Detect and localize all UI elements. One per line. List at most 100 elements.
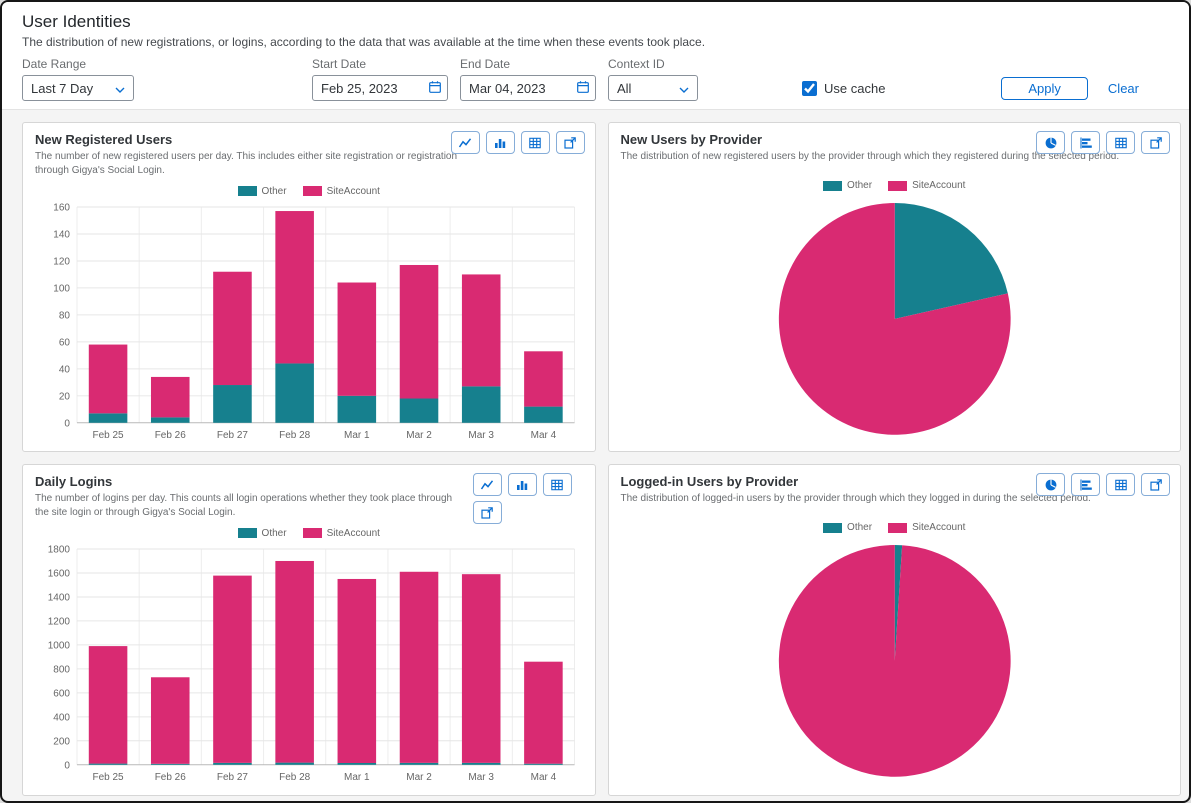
panel-toolbar — [1036, 473, 1170, 496]
svg-text:1600: 1600 — [48, 568, 71, 579]
end-date-input[interactable] — [469, 77, 591, 99]
svg-text:160: 160 — [53, 202, 70, 213]
svg-text:1800: 1800 — [48, 544, 71, 555]
svg-text:Mar 4: Mar 4 — [531, 430, 557, 441]
svg-text:Feb 25: Feb 25 — [93, 772, 125, 783]
svg-text:800: 800 — [53, 664, 70, 675]
filter-actions: Apply Clear — [1001, 75, 1139, 101]
calendar-icon[interactable] — [576, 80, 590, 94]
export-icon[interactable] — [1141, 131, 1170, 154]
context-id-label: Context ID — [608, 57, 665, 71]
filter-bar: Date Range Last 7 Day Start Date — [22, 57, 1169, 101]
context-id-select[interactable]: All — [608, 75, 698, 101]
svg-text:200: 200 — [53, 736, 70, 747]
svg-text:0: 0 — [64, 418, 70, 429]
svg-text:Mar 3: Mar 3 — [468, 430, 494, 441]
date-range-select[interactable]: Last 7 Day — [22, 75, 134, 101]
svg-text:140: 140 — [53, 229, 70, 240]
table-view-button[interactable] — [520, 131, 550, 154]
svg-text:600: 600 — [53, 688, 70, 699]
legend-item-siteaccount[interactable]: SiteAccount — [302, 528, 380, 539]
legend-item-other[interactable]: Other — [237, 527, 287, 539]
panel-title: New Users by Provider — [620, 132, 763, 147]
svg-text:Mar 3: Mar 3 — [468, 772, 494, 783]
table-view-button[interactable] — [542, 473, 572, 496]
legend-label: Other — [261, 527, 287, 539]
legend-swatch — [888, 522, 908, 533]
svg-text:120: 120 — [53, 256, 70, 267]
chart-legend: Other SiteAccount — [609, 522, 1181, 534]
chevron-down-icon — [679, 81, 689, 96]
panel-title: Daily Logins — [35, 474, 113, 489]
svg-text:400: 400 — [53, 712, 70, 723]
use-cache-label: Use cache — [824, 80, 886, 96]
legend-swatch — [237, 528, 257, 538]
legend-label: SiteAccount — [912, 180, 966, 191]
svg-text:Feb 26: Feb 26 — [155, 430, 187, 441]
svg-text:80: 80 — [59, 310, 71, 321]
svg-text:Mar 2: Mar 2 — [406, 430, 432, 441]
panel-toolbar — [1036, 131, 1170, 154]
start-date-input[interactable] — [321, 77, 443, 99]
apply-button[interactable]: Apply — [1001, 76, 1088, 100]
date-range-filter: Date Range Last 7 Day — [22, 57, 134, 101]
svg-text:Mar 4: Mar 4 — [531, 772, 557, 783]
table-view-button[interactable] — [1106, 473, 1135, 496]
svg-text:1000: 1000 — [48, 640, 71, 651]
pie-chart-view-button[interactable] — [1036, 131, 1065, 154]
svg-text:20: 20 — [59, 391, 71, 402]
legend-label: Other — [261, 185, 287, 197]
table-view-button[interactable] — [1106, 131, 1135, 154]
horizontal-bar-chart-view-button[interactable] — [1071, 473, 1100, 496]
bar-chart-view-button[interactable] — [485, 131, 515, 154]
logged-in-users-by-provider-chart — [609, 536, 1181, 784]
legend-label: SiteAccount — [326, 185, 380, 197]
legend-item-other[interactable]: Other — [823, 522, 872, 533]
calendar-icon[interactable] — [428, 80, 442, 94]
svg-text:1200: 1200 — [48, 616, 71, 627]
use-cache-checkbox[interactable] — [802, 80, 817, 96]
legend-swatch — [888, 180, 908, 191]
panel-new-users-by-provider: New Users by Provider The distribution o… — [607, 122, 1181, 452]
svg-text:Feb 25: Feb 25 — [93, 430, 125, 441]
chart-legend: Other SiteAccount — [609, 180, 1181, 192]
end-date-filter: End Date — [460, 57, 596, 101]
legend-item-siteaccount[interactable]: SiteAccount — [888, 180, 965, 191]
chart-legend: Other SiteAccount — [23, 185, 595, 197]
export-icon[interactable] — [555, 131, 585, 154]
panel-description: The number of new registered users per d… — [35, 151, 458, 176]
date-range-label: Date Range — [22, 57, 87, 71]
legend-item-other[interactable]: Other — [237, 185, 287, 197]
line-chart-view-button[interactable] — [472, 473, 502, 496]
legend-swatch — [302, 528, 322, 538]
chart-legend: Other SiteAccount — [23, 527, 595, 539]
svg-text:Mar 1: Mar 1 — [344, 772, 370, 783]
bar-chart-view-button[interactable] — [507, 473, 537, 496]
legend-item-other[interactable]: Other — [823, 180, 872, 191]
use-cache-control: Use cache — [802, 75, 885, 101]
clear-button[interactable]: Clear — [1107, 80, 1139, 96]
legend-swatch — [237, 186, 257, 196]
legend-item-siteaccount[interactable]: SiteAccount — [888, 522, 965, 533]
start-date-filter: Start Date — [312, 57, 448, 101]
export-icon[interactable] — [1141, 473, 1170, 496]
line-chart-view-button[interactable] — [450, 131, 480, 154]
page-title: User Identities — [22, 12, 131, 31]
daily-logins-chart: 0 200 400 600 800 1000 1200 1400 1600 1800 Feb 25 F… — [23, 541, 595, 787]
panel-title: New Registered Users — [35, 132, 173, 147]
panel-toolbar — [450, 131, 585, 154]
horizontal-bar-chart-view-button[interactable] — [1071, 131, 1100, 154]
legend-item-siteaccount[interactable]: SiteAccount — [302, 185, 380, 197]
new-users-by-provider-chart — [609, 194, 1181, 442]
panel-logged-in-users-by-provider: Logged-in Users by Provider The distribu… — [607, 464, 1181, 796]
pie-chart-view-button[interactable] — [1036, 473, 1065, 496]
panel-description: The distribution of logged-in users by t… — [620, 493, 1091, 504]
legend-swatch — [823, 180, 843, 191]
start-date-label: Start Date — [312, 57, 367, 71]
svg-text:Feb 27: Feb 27 — [217, 772, 249, 783]
export-icon[interactable] — [472, 501, 502, 524]
panel-title: Logged-in Users by Provider — [620, 474, 799, 489]
page-header: User Identities The distribution of new … — [2, 2, 1189, 110]
svg-text:Feb 28: Feb 28 — [279, 772, 311, 783]
